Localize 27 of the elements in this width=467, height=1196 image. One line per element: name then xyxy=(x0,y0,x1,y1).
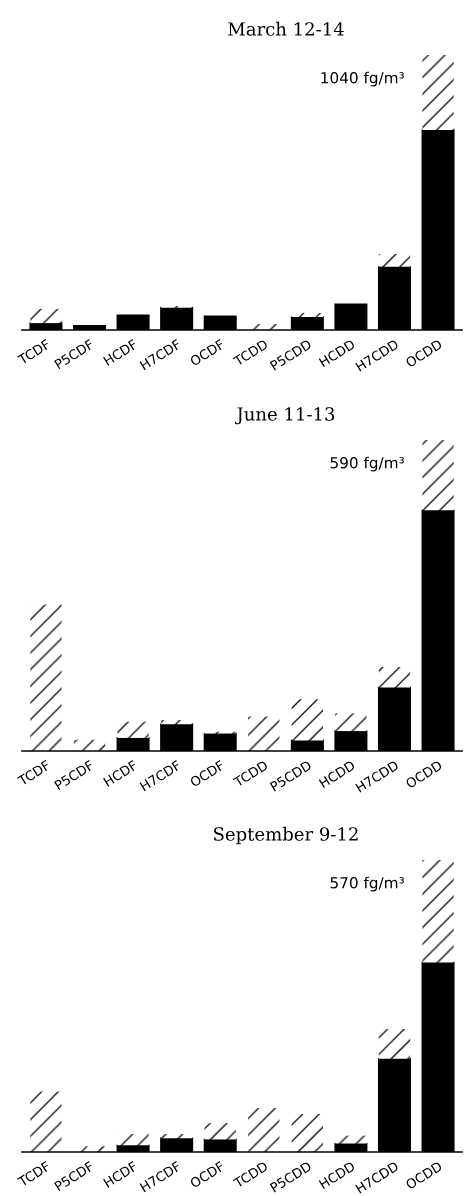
bar xyxy=(30,308,62,324)
bar xyxy=(335,713,367,732)
bar xyxy=(204,1123,236,1140)
bar xyxy=(117,1133,149,1146)
bar xyxy=(291,1114,324,1152)
bar xyxy=(422,440,454,511)
annotation: 1040 fg/m³ xyxy=(321,71,404,87)
bar xyxy=(378,254,411,267)
bar xyxy=(335,1135,367,1144)
chart-title: March 12-14 xyxy=(228,21,344,36)
bar xyxy=(422,55,454,131)
bar xyxy=(378,667,411,688)
bar xyxy=(291,699,324,741)
bar xyxy=(117,721,149,738)
chart-title: September 9-12 xyxy=(214,826,358,845)
bar xyxy=(291,312,324,318)
bar xyxy=(160,1133,193,1139)
bar xyxy=(422,860,454,963)
chart-title: June 11-13 xyxy=(234,407,335,425)
bar xyxy=(30,1091,62,1152)
annotation: 570 fg/m³ xyxy=(330,876,404,892)
bar xyxy=(160,719,193,725)
bar xyxy=(378,1029,411,1059)
bar xyxy=(248,1107,280,1152)
bar xyxy=(30,604,62,751)
annotation: 590 fg/m³ xyxy=(330,456,404,472)
bar xyxy=(248,716,280,751)
